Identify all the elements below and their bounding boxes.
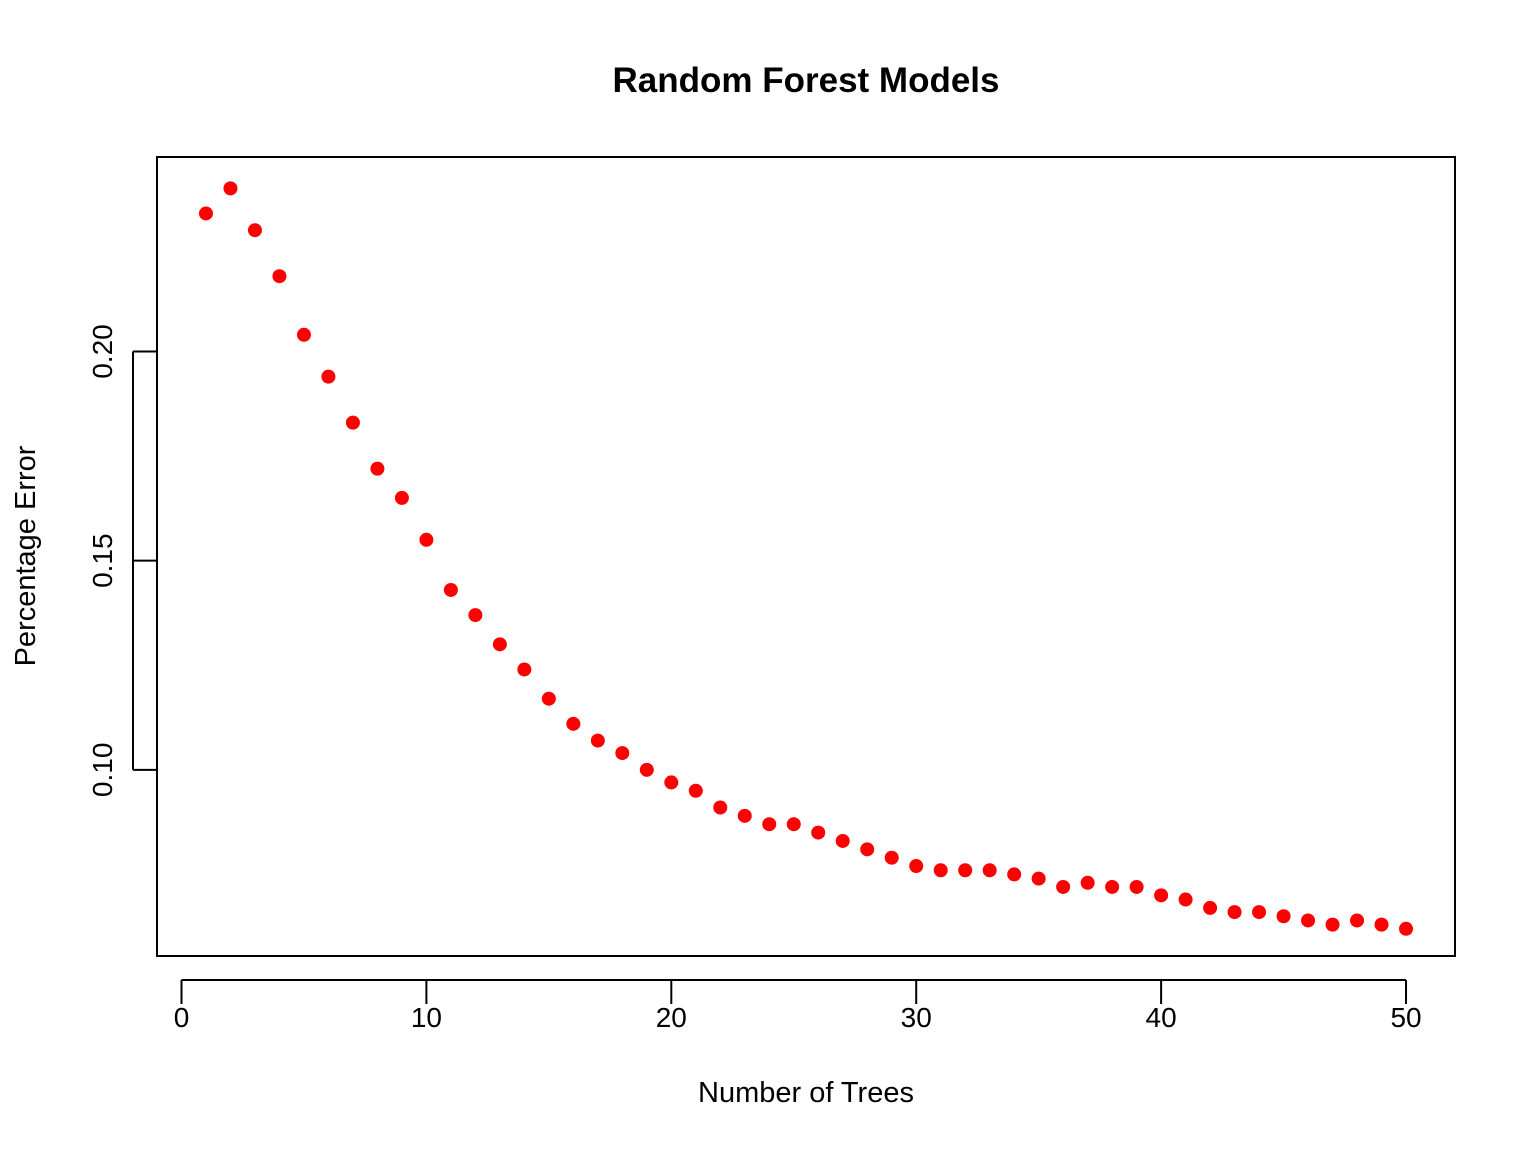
data-point <box>1301 913 1316 928</box>
data-point <box>1252 905 1267 920</box>
data-point <box>615 746 630 761</box>
data-point <box>860 842 875 857</box>
data-point <box>247 223 262 238</box>
data-point <box>982 863 997 878</box>
data-point <box>1325 917 1340 932</box>
data-point <box>639 762 654 777</box>
data-point <box>1227 905 1242 920</box>
data-point <box>1056 879 1071 894</box>
data-point <box>443 582 458 597</box>
data-point <box>541 691 556 706</box>
y-tick-label: 0.10 <box>87 743 118 798</box>
data-point <box>223 181 238 196</box>
data-points <box>198 181 1414 936</box>
chart-title: Random Forest Models <box>613 61 1000 100</box>
x-tick-label: 30 <box>901 1002 932 1033</box>
data-point <box>762 817 777 832</box>
data-point <box>1350 913 1365 928</box>
x-tick-label: 20 <box>656 1002 687 1033</box>
data-point <box>394 490 409 505</box>
data-point <box>468 608 483 623</box>
data-point <box>345 415 360 430</box>
y-tick-label: 0.20 <box>87 324 118 379</box>
data-point <box>835 833 850 848</box>
data-point <box>909 859 924 874</box>
data-point <box>786 817 801 832</box>
data-point <box>811 825 826 840</box>
data-point <box>590 733 605 748</box>
y-axis: 0.10 0.15 0.20 <box>87 324 157 797</box>
data-point <box>321 369 336 384</box>
data-point <box>713 800 728 815</box>
data-point <box>419 532 434 547</box>
data-point <box>884 850 899 865</box>
data-point <box>492 637 507 652</box>
data-point <box>198 206 213 221</box>
data-point <box>664 775 679 790</box>
plot-frame <box>156 156 1456 957</box>
data-point <box>272 269 287 284</box>
data-point <box>1129 879 1144 894</box>
data-point <box>1276 909 1291 924</box>
y-axis-label: Percentage Error <box>10 445 42 666</box>
data-point <box>296 327 311 342</box>
data-point <box>566 716 581 731</box>
data-point <box>1105 879 1120 894</box>
data-point <box>1080 875 1095 890</box>
data-point <box>688 783 703 798</box>
data-point <box>1154 888 1169 903</box>
data-point <box>1399 921 1414 936</box>
x-tick-label: 50 <box>1390 1002 1421 1033</box>
data-point <box>1203 900 1218 915</box>
data-point <box>1374 917 1389 932</box>
x-axis-label: Number of Trees <box>698 1077 914 1109</box>
data-point <box>1031 871 1046 886</box>
x-axis: 0 10 20 30 40 50 <box>174 979 1422 1033</box>
data-point <box>1178 892 1193 907</box>
data-point <box>1007 867 1022 882</box>
data-point <box>517 662 532 677</box>
x-tick-label: 40 <box>1146 1002 1177 1033</box>
data-point <box>933 863 948 878</box>
data-point <box>370 461 385 476</box>
y-tick-label: 0.15 <box>87 533 118 588</box>
data-point <box>958 863 973 878</box>
data-point <box>737 808 752 823</box>
x-tick-label: 10 <box>411 1002 442 1033</box>
x-tick-label: 0 <box>174 1002 190 1033</box>
